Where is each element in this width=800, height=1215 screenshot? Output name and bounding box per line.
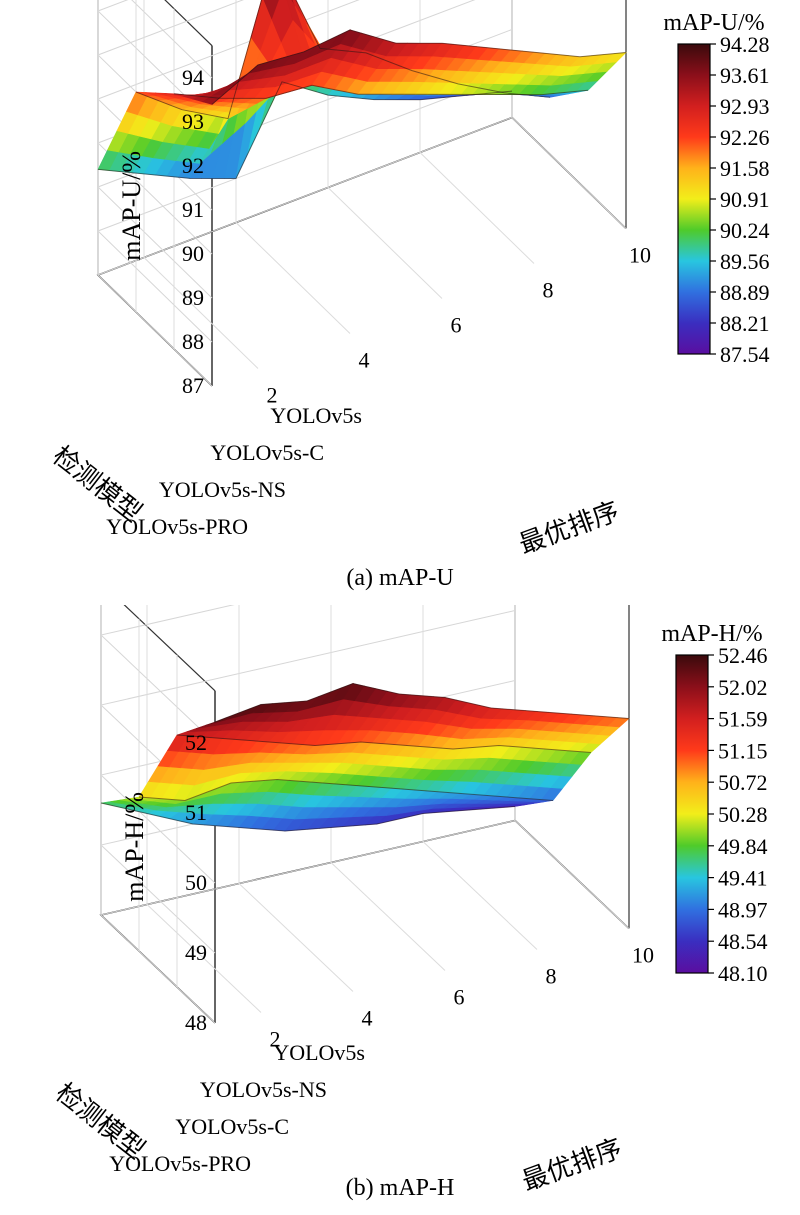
z-tick-label: 87 — [182, 373, 204, 398]
y-axis-title: 检测模型 — [50, 1078, 150, 1165]
z-tick-label: 89 — [182, 285, 204, 310]
z-tick-label: 48 — [185, 1010, 207, 1035]
z-tick-label: 93 — [182, 109, 204, 134]
z-tick-label: 50 — [185, 870, 207, 895]
y-tick-label: YOLOv5s — [270, 403, 362, 428]
colorbar-tick-label: 87.54 — [720, 342, 770, 367]
axes-box-a — [96, 0, 627, 387]
y-tick-label: YOLOv5s-C — [210, 440, 324, 465]
series-line-yolov5s — [97, 81, 513, 180]
z-tick-label: 88 — [182, 329, 204, 354]
colorbar-b: mAP-H/%52.46 52.02 51.59 51.15 50.72 50.28 49.… — [661, 621, 767, 986]
surface-chart-a: 87 88 89 90 91 92 93 94 2 4 6 8 10 YOLOv5s-PRO YOLOv5s… — [47, 0, 770, 591]
x-grid-line — [422, 509, 538, 950]
colorbar-tick-label: 48.10 — [718, 961, 768, 986]
z-tick-label: 94 — [182, 65, 204, 90]
surface-patch — [263, 0, 280, 21]
x-grid-line — [143, 0, 259, 369]
x-tick-label: 10 — [629, 243, 651, 268]
colorbar-tick-label: 50.72 — [718, 770, 768, 795]
surface-mesh-a — [97, 0, 627, 180]
y-tick-label: YOLOv5s-NS — [200, 1077, 327, 1102]
colorbar-rect — [677, 43, 711, 355]
series-line-yolov5s-pro — [211, 29, 627, 105]
x-grid-line — [327, 0, 443, 299]
x-tick-label: 6 — [451, 313, 462, 338]
x-grid-line — [419, 0, 535, 264]
colorbar-tick-label: 48.97 — [718, 897, 768, 922]
x-grid-line — [238, 551, 354, 992]
colorbar-tick-label: 48.54 — [718, 929, 768, 954]
x-axis-title: 最优排序 — [518, 1134, 626, 1197]
colorbar-tick-label: 51.15 — [718, 738, 768, 763]
surface-chart-b: 48 49 50 51 52 2 4 6 8 10 YOLOv5s-PRO YOLOv5s-C YOLO… — [50, 487, 768, 1201]
z-tick-label: 51 — [185, 800, 207, 825]
colorbar-tick-label: 50.28 — [718, 802, 768, 827]
colorbar-tick-label: 94.28 — [720, 32, 770, 57]
colorbar-tick-label: 51.59 — [718, 707, 768, 732]
z-axis-title: mAP-H/% — [120, 792, 149, 902]
x-grid-line — [330, 530, 446, 971]
y-tick-label: YOLOv5s-PRO — [109, 1151, 251, 1176]
top-edges — [99, 487, 630, 692]
x-axis-title: 最优排序 — [515, 497, 623, 560]
x-tick-label: 10 — [632, 943, 654, 968]
series-line-yolov5s — [100, 802, 516, 832]
x-tick-label: 8 — [543, 278, 554, 303]
x-tick-label: 4 — [362, 1006, 373, 1031]
chart-panel-a: 87 88 89 90 91 92 93 94 2 4 6 8 10 YOLOv5s-PRO YOLOv5s… — [0, 0, 800, 600]
floor-edges — [99, 819, 630, 1024]
colorbar-tick-label: 49.84 — [718, 834, 768, 859]
x-tick-label: 8 — [546, 964, 557, 989]
x-grid-line — [146, 572, 262, 1013]
colorbar-tick-label: 92.93 — [720, 94, 770, 119]
z-tick-label: 52 — [185, 730, 207, 755]
series-line-yolov5s-ns — [138, 778, 554, 802]
z-tick-label: 49 — [185, 940, 207, 965]
x-grid-line — [235, 0, 351, 334]
colorbar-tick-label: 90.24 — [720, 218, 770, 243]
colorbar-title: mAP-H/% — [661, 621, 762, 647]
z-tick-label: 90 — [182, 241, 204, 266]
colorbar-tick-label: 88.21 — [720, 311, 770, 336]
x-grid-line — [511, 0, 627, 229]
z-axis-title: mAP-U/% — [117, 151, 146, 261]
z-tick-label: 92 — [182, 153, 204, 178]
z-tick-label: 91 — [182, 197, 204, 222]
x-tick-label: 6 — [454, 985, 465, 1010]
series-line-yolov5s-pro — [214, 682, 630, 723]
colorbar-title: mAP-U/% — [663, 10, 764, 36]
colorbar-tick-label: 93.61 — [720, 63, 770, 88]
y-axis-title: 检测模型 — [47, 441, 147, 528]
figure-caption: (b) mAP-H — [346, 1175, 455, 1201]
colorbar-rect — [675, 654, 709, 974]
y-tick-label: YOLOv5s-NS — [159, 477, 286, 502]
surface-mesh-b — [100, 682, 630, 832]
x-tick-label: 2 — [270, 1027, 281, 1052]
colorbar-tick-label: 90.91 — [720, 187, 770, 212]
colorbar-a: mAP-U/%94.28 93.61 92.93 92.26 91.58 90.91 90.… — [663, 10, 769, 367]
series-line-yolov5s-c — [135, 0, 551, 120]
y-tick-label: YOLOv5s-PRO — [106, 514, 248, 539]
x-tick-label: 2 — [267, 383, 278, 408]
colorbar-tick-label: 52.02 — [718, 675, 768, 700]
colorbar-tick-label: 88.89 — [720, 280, 770, 305]
colorbar-tick-label: 52.46 — [718, 643, 768, 668]
x-tick-label: 4 — [359, 348, 370, 373]
colorbar-tick-label: 91.58 — [720, 156, 770, 181]
figure-caption: (a) mAP-U — [346, 565, 453, 591]
chart-panel-b: 48 49 50 51 52 2 4 6 8 10 YOLOv5s-PRO YOLOv5s-C YOLO… — [0, 487, 800, 1210]
colorbar-tick-label: 92.26 — [720, 125, 770, 150]
y-tick-label: YOLOv5s-C — [175, 1114, 289, 1139]
colorbar-tick-label: 89.56 — [720, 249, 770, 274]
colorbar-tick-label: 49.41 — [718, 866, 768, 891]
series-line-yolov5s-c — [176, 734, 592, 753]
y-tick-label: YOLOv5s — [273, 1040, 365, 1065]
